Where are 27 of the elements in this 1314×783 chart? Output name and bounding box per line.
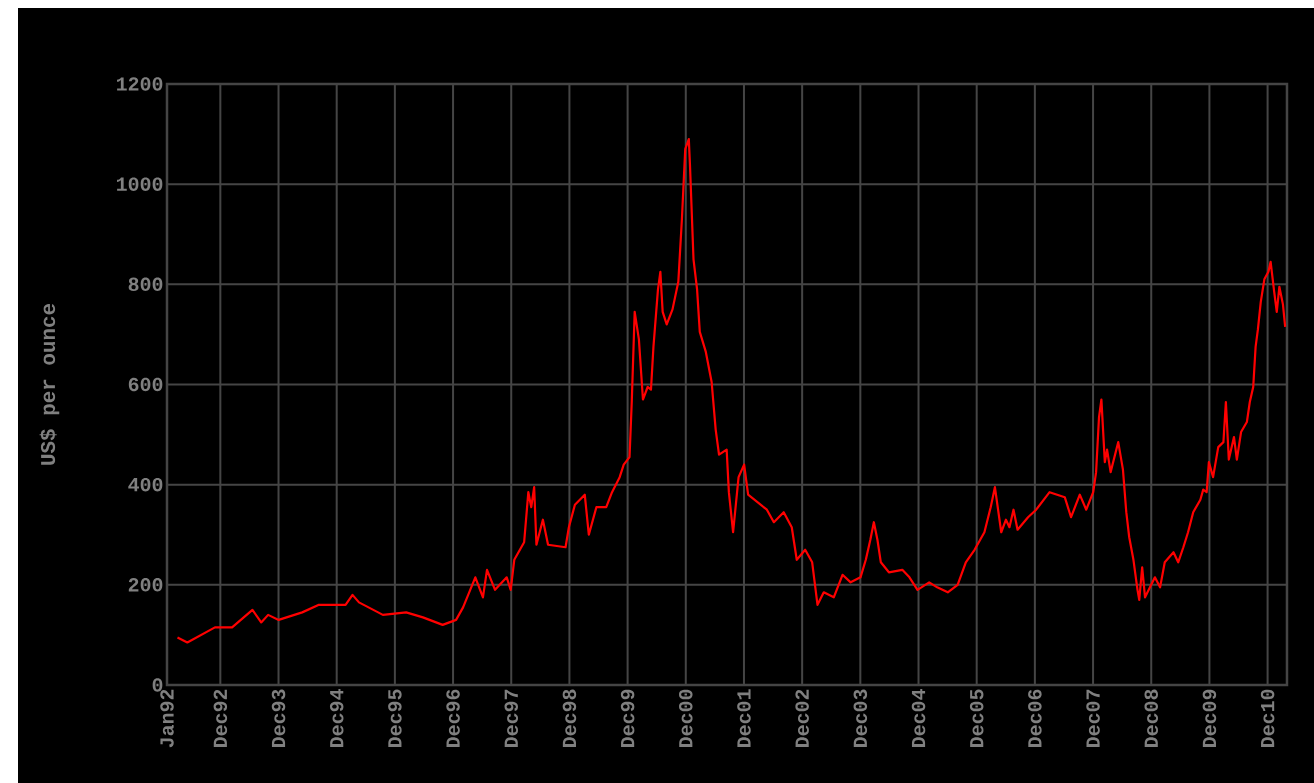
x-tick-label: Dec93 [271,689,286,747]
y-tick-label: 1200 [117,77,163,91]
x-tick-label: Dec04 [911,689,926,747]
x-tick-label: Dec95 [388,689,402,747]
x-tick-label: Dec99 [620,689,635,747]
x-tick-label: Dec94 [329,689,344,747]
x-tick-label: Dec05 [969,689,984,747]
y-tick-label: 1000 [117,177,163,191]
y-tick-label: 800 [128,277,163,292]
x-tick-label: Dec92 [213,689,228,747]
x-tick-label: Dec00 [679,689,693,747]
y-tick-label: 600 [128,377,163,392]
x-tick-label: Dec01 [737,689,751,747]
line-series [176,137,1287,644]
y-tick-label: 400 [128,477,163,492]
x-tick-label: Dec03 [853,689,868,747]
x-tick-label: Dec02 [795,689,809,747]
x-tick-label: Dec97 [504,689,518,747]
x-tick-label: Dec06 [1028,689,1042,747]
x-tick-label: Dec10 [1260,689,1275,747]
y-tick-label: 200 [128,578,163,592]
x-tick-label: Dec07 [1086,689,1100,747]
y-axis-title: US$ per ounce [39,303,60,465]
x-tick-label: Dec09 [1202,689,1217,747]
x-tick-label: Dec98 [562,689,577,747]
x-tick-label: Dec08 [1144,689,1158,747]
x-tick-label: Dec96 [446,689,460,747]
